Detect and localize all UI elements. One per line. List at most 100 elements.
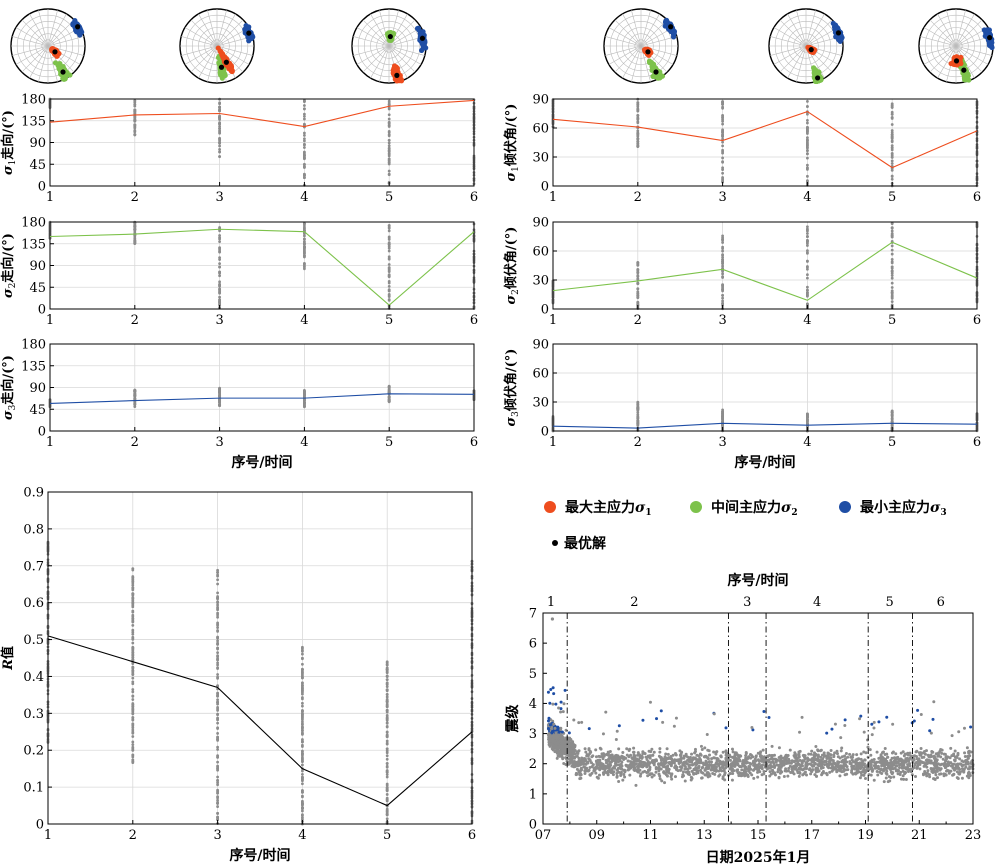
axes-frame (552, 343, 978, 432)
sample-point (387, 246, 391, 250)
x-tick-label: 4 (298, 828, 306, 843)
sample-point (131, 717, 135, 721)
event-point (673, 775, 677, 779)
legend-marker (544, 501, 556, 513)
sample-point (131, 753, 135, 757)
sample-point (387, 225, 391, 229)
event-point (665, 747, 669, 751)
sample-point (303, 107, 306, 111)
sample-point (303, 146, 306, 149)
sample-point (890, 168, 894, 172)
sample-point (133, 119, 137, 123)
sample-point (131, 662, 135, 666)
sigma2-sample (646, 59, 653, 66)
sigma3-sample (248, 35, 254, 42)
sample-point (301, 725, 304, 729)
sample-point (133, 123, 137, 127)
y-tick-label: 0.4 (23, 670, 44, 685)
sample-point (806, 119, 809, 122)
x-tick-label: 1 (46, 190, 54, 205)
sample-point (131, 760, 135, 763)
sample-point (385, 666, 389, 670)
sample-point (721, 410, 724, 413)
y-axis-label: σ3走向/(°) (0, 355, 18, 420)
sample-point (806, 174, 809, 178)
sample-point (721, 133, 724, 137)
y-label-symbol: σ (1, 288, 16, 298)
y-label-text: 走向/(°) (0, 110, 16, 160)
sigma1-optimal-point (52, 49, 58, 55)
sample-point (131, 672, 135, 676)
sample-point (387, 275, 391, 279)
sample-point (301, 802, 304, 806)
sample-point (721, 245, 724, 249)
sample-point (303, 104, 306, 107)
stereonet-dip-1 (603, 8, 679, 84)
x-tick-label: 6 (470, 313, 478, 328)
event-point (868, 748, 872, 752)
sample-point (131, 743, 135, 747)
sample-point (131, 588, 135, 592)
x-tick-label: 3 (718, 313, 726, 328)
sigma3-optimal-point (75, 24, 81, 30)
sample-point (216, 611, 220, 615)
sample-point (890, 265, 894, 269)
sample-point (303, 246, 306, 250)
legend-label: 最优解 (564, 535, 606, 552)
y-tick-label: 135 (21, 237, 46, 252)
sample-point (721, 288, 724, 292)
selected-event (912, 719, 916, 723)
sigma3-optimal-point (668, 24, 674, 30)
sample-point (301, 676, 304, 680)
sample-point (890, 413, 894, 417)
sigma3-sample (986, 27, 992, 33)
sample-point (303, 222, 306, 226)
sample-point (216, 795, 220, 799)
y-label-symbol: σ (1, 410, 16, 420)
sample-point (806, 235, 809, 239)
sample-point (131, 613, 135, 617)
event-point (925, 774, 929, 778)
sample-point (890, 300, 894, 303)
sample-point (303, 150, 306, 154)
axes-frame (552, 98, 978, 187)
sample-point (218, 270, 222, 274)
sample-point (301, 776, 304, 780)
legend-label: 最小主应力σ3 (860, 499, 947, 518)
sample-point (387, 113, 391, 117)
sample-point (216, 600, 220, 604)
sample-point (636, 268, 640, 272)
sample-point (301, 731, 304, 735)
sample-point (385, 708, 389, 712)
sample-point (387, 151, 391, 155)
x-tick-label: 4 (803, 313, 811, 328)
sample-point (133, 110, 137, 114)
sample-point (806, 232, 809, 235)
x-tick-label: 3 (718, 435, 726, 450)
sigma2-optimal-point (60, 69, 66, 75)
sample-point (385, 722, 389, 725)
sample-point (385, 725, 389, 728)
sample-point (131, 745, 135, 749)
sample-point (721, 264, 724, 268)
sample-point (133, 133, 137, 137)
x-tick-label: 4 (300, 190, 308, 205)
sample-point (721, 114, 724, 117)
sample-point (890, 233, 894, 237)
sample-point (303, 139, 306, 143)
event-point (922, 764, 926, 768)
sigma1-optimal-point (808, 47, 814, 53)
sample-point (131, 610, 135, 614)
legend-label-text: 最大主应力 (565, 499, 635, 516)
legend-label-subscript: 3 (940, 508, 946, 518)
y-tick-label: 0.7 (23, 559, 44, 574)
sample-point (131, 576, 135, 580)
y-tick-label: 180 (21, 216, 46, 231)
sample-point (301, 772, 304, 776)
x-tick-label: 6 (973, 435, 981, 450)
sample-point (721, 284, 724, 288)
sample-point (131, 647, 135, 650)
sample-point (387, 144, 391, 148)
sigma2-optimal-point (815, 75, 821, 81)
